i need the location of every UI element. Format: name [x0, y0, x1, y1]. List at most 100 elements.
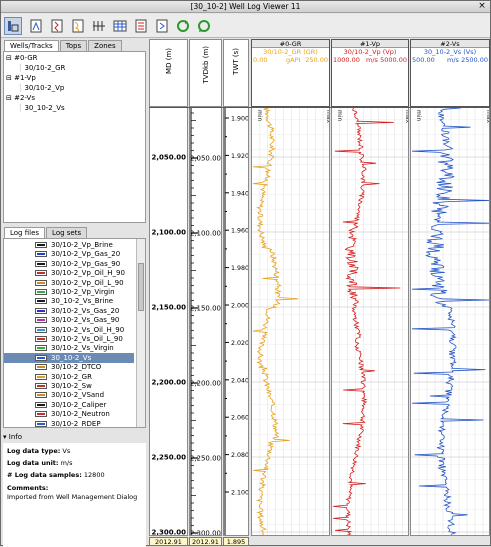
log-file-label: 30/10-2_Vp_Gas_20 [51, 250, 121, 259]
track-vs[interactable]: min max [410, 107, 490, 536]
log-file-item[interactable]: 30/10-2_Vp_Gas_20 [4, 249, 134, 259]
tree-item[interactable]: ⊟ #2-Vs [6, 94, 35, 102]
scale-min-label: min [336, 110, 343, 122]
log-file-label: 30/10-2_Vs_Virgin [51, 344, 114, 353]
tab-log-sets[interactable]: Log sets [46, 227, 88, 238]
log-file-item[interactable]: 30/10-2_Vp_Gas_90 [4, 259, 134, 269]
twt-label: 2.040 [231, 377, 249, 384]
grid-track-button[interactable] [90, 17, 108, 35]
track-header-vp[interactable]: #1-Vp 30/10-2_Vp (Vp) 1000.00 m/s 5000.00 [331, 39, 409, 107]
log-color-swatch [35, 364, 47, 371]
reference-button[interactable] [132, 17, 150, 35]
log-file-item[interactable]: 30/10-2_RDEP [4, 419, 134, 427]
log-file-item[interactable]: 30/10-2_Neutron [4, 409, 134, 419]
log-file-item[interactable]: 30_10-2_Vs_Brine [4, 296, 134, 306]
log-file-label: 30/10-2_Vs_Gas_20 [51, 306, 120, 315]
tvd-column: 2,050.00 2,100.00 2,150.00 2,200.00 2,250.00… [189, 107, 222, 536]
tree-item[interactable]: ⊟ #0-GR [6, 54, 38, 62]
depth-label: 2,150.00 [151, 304, 186, 312]
log-file-item[interactable]: 30/10-2_Vs_Virgin [4, 343, 134, 353]
tvd-footer: 2012.91 [189, 537, 222, 546]
track-vp[interactable]: min max [331, 107, 409, 536]
select-tool-button[interactable] [4, 17, 22, 35]
log-tabs: Log files Log sets [4, 227, 88, 238]
log-color-swatch [35, 251, 47, 258]
log-track-button[interactable] [69, 17, 87, 35]
log-file-item[interactable]: 30_10-2_Vs [4, 352, 134, 363]
log-curve [252, 108, 299, 535]
twt-column-header: TWT (s) [223, 39, 249, 107]
unit-value: m/s [60, 459, 73, 467]
log-file-label: 30/10-2_VSand [51, 391, 105, 400]
sync-button[interactable] [195, 17, 213, 35]
log-file-item[interactable]: 30/10-2_Vs_Oil_H_90 [4, 325, 134, 335]
depth-label: 2,250.00 [151, 454, 186, 462]
log-file-item[interactable]: 30/10-2_Vp_Brine [4, 240, 134, 250]
log-file-item[interactable]: 30/10-2_Vp_Oil_H_90 [4, 268, 134, 278]
track-button[interactable] [48, 17, 66, 35]
twt-label: 2.020 [231, 340, 249, 347]
info-header[interactable]: ▾ Info [3, 433, 22, 441]
comments-label: Comments: [7, 484, 49, 492]
depth-label: 2,250.00 [190, 455, 221, 463]
tree-item[interactable]: ⊟ #1-Vp [6, 74, 36, 82]
log-file-label: 30/10-2_Vs_Gas_90 [51, 316, 120, 325]
export-icon [156, 19, 168, 33]
log-file-label: 30/10-2_Vp_Gas_90 [51, 259, 121, 268]
log-color-swatch [35, 392, 47, 399]
log-file-item[interactable]: 30/10-2_Vs_Gas_20 [4, 306, 134, 316]
tree-item[interactable]: ┊ 30/10-2_GR [18, 64, 66, 72]
log-file-item[interactable]: 30/10-2_Vs_Oil_L_90 [4, 334, 134, 344]
tab-wells-tracks[interactable]: Wells/Tracks [4, 40, 59, 51]
log-files-scrollbar[interactable] [136, 239, 145, 427]
log-file-item[interactable]: 30/10-2_Vp_Virgin [4, 287, 134, 297]
twt-column: 1.900 1.920 1.940 1.960 1.980 2.000 2.020 2.040… [223, 107, 249, 536]
log-file-item[interactable]: 30/10-2_Caliper [4, 400, 134, 410]
refresh-button[interactable] [174, 17, 192, 35]
log-file-item[interactable]: 30/10-2_GR [4, 372, 134, 382]
type-value: Vs [62, 447, 71, 455]
tree-item[interactable]: ┊ 30/10-2_Vp [18, 84, 65, 92]
samples-value: 12800 [83, 471, 105, 479]
tab-zones[interactable]: Zones [88, 40, 122, 51]
track-gr[interactable]: min max [251, 107, 330, 536]
log-color-swatch [35, 307, 47, 314]
log-curve [332, 108, 401, 535]
md-column-header: MD (m) [149, 39, 188, 107]
export-button[interactable] [153, 17, 171, 35]
track-header-vs[interactable]: #2-Vs 30_10-2_Vs (Vs) 500.00 m/s 2500.00 [410, 39, 490, 107]
log-color-swatch [35, 279, 47, 286]
tree-item[interactable]: ┊ 30_10-2_Vs [18, 104, 65, 112]
collapse-icon: ▾ [3, 433, 7, 441]
scale-min-label: min [415, 110, 422, 122]
log-file-item[interactable]: 30/10-2_Vp_Oil_L_90 [4, 278, 134, 288]
depth-label: 2,050.00 [190, 155, 221, 163]
log-file-item[interactable]: 30/10-2_DTCO [4, 362, 134, 372]
close-icon[interactable]: × [478, 1, 486, 11]
tab-log-files[interactable]: Log files [4, 227, 46, 238]
log-file-label: 30_10-2_Vs [51, 353, 92, 362]
scrollbar-thumb[interactable] [138, 263, 144, 311]
log-file-label: 30/10-2_Neutron [51, 410, 110, 419]
twt-label: TWT (s) [232, 48, 240, 75]
log-file-label: 30/10-2_Vs_Oil_L_90 [51, 335, 123, 343]
log-file-item[interactable]: 30/10-2_Vs_Gas_90 [4, 315, 134, 325]
md-footer: 2012.91 [149, 537, 188, 546]
type-label: Log data type: [7, 447, 61, 455]
wells-tabs: Wells/Tracks Tops Zones [4, 40, 123, 51]
twt-label: 2.080 [231, 452, 249, 459]
well-button[interactable] [27, 17, 45, 35]
twt-label: 1.940 [231, 190, 249, 197]
track-header-gr[interactable]: #0-GR 30/10-2_GR (GR) 0.00 gAPI 250.00 [251, 39, 330, 107]
tab-tops[interactable]: Tops [59, 40, 88, 51]
log-file-item[interactable]: 30/10-2_VSand [4, 390, 134, 400]
log-color-swatch [35, 336, 47, 342]
depth-track-button[interactable] [111, 17, 129, 35]
grid-track-icon [93, 21, 105, 31]
depth-label: 2,200.00 [190, 380, 221, 388]
depth-label: 2,300.00 [190, 530, 221, 537]
log-file-item[interactable]: 30/10-2_Sw [4, 381, 134, 391]
tvd-column-header: TVDkb (m) [189, 39, 222, 107]
log-files-list: 30/10-2_Vp_Brine 30/10-2_Vp_Gas_20 30/10-2… [3, 238, 146, 428]
